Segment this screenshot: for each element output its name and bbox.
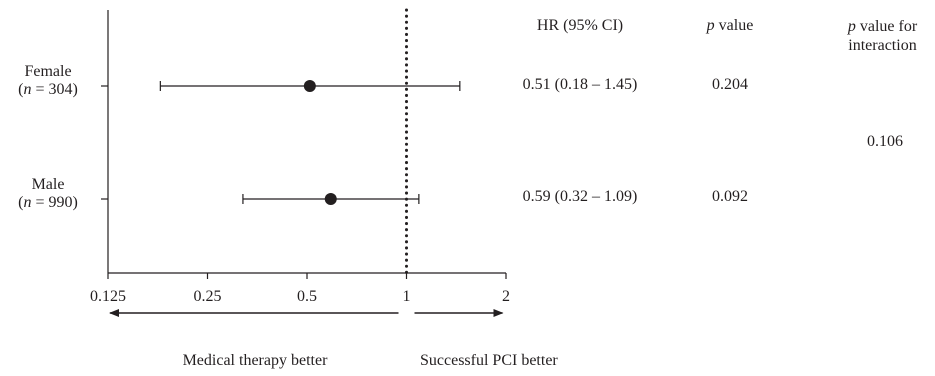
x-tick-label: 0.25 <box>194 288 222 305</box>
x-tick-label: 0.5 <box>297 288 317 305</box>
interaction-p-value: 0.106 <box>867 133 903 150</box>
direction-label-right: Successful PCI better <box>420 352 558 369</box>
hr-point-female <box>303 80 316 92</box>
p-value-column-header: p value <box>706 17 754 34</box>
x-tick-label: 0.125 <box>90 288 126 305</box>
hr-value-male: 0.59 (0.32 – 1.09) <box>522 188 638 205</box>
x-tick-label: 2 <box>502 288 510 305</box>
row-label-female: Female (n = 304) <box>18 63 78 98</box>
p-value-female: 0.204 <box>712 76 748 93</box>
axes: 0.125 0.25 0.5 1 2 <box>90 10 510 305</box>
hr-point-male <box>324 193 337 205</box>
data-marks <box>159 8 461 275</box>
x-tick-label: 1 <box>403 288 411 305</box>
p-value-male: 0.092 <box>712 188 748 205</box>
hr-value-female: 0.51 (0.18 – 1.45) <box>522 76 638 93</box>
row-label-male: Male (n = 990) <box>18 176 78 211</box>
direction-label-left: Medical therapy better <box>182 352 328 369</box>
interaction-column-header: p value for interaction <box>847 18 918 54</box>
hr-column-header: HR (95% CI) <box>536 17 624 34</box>
